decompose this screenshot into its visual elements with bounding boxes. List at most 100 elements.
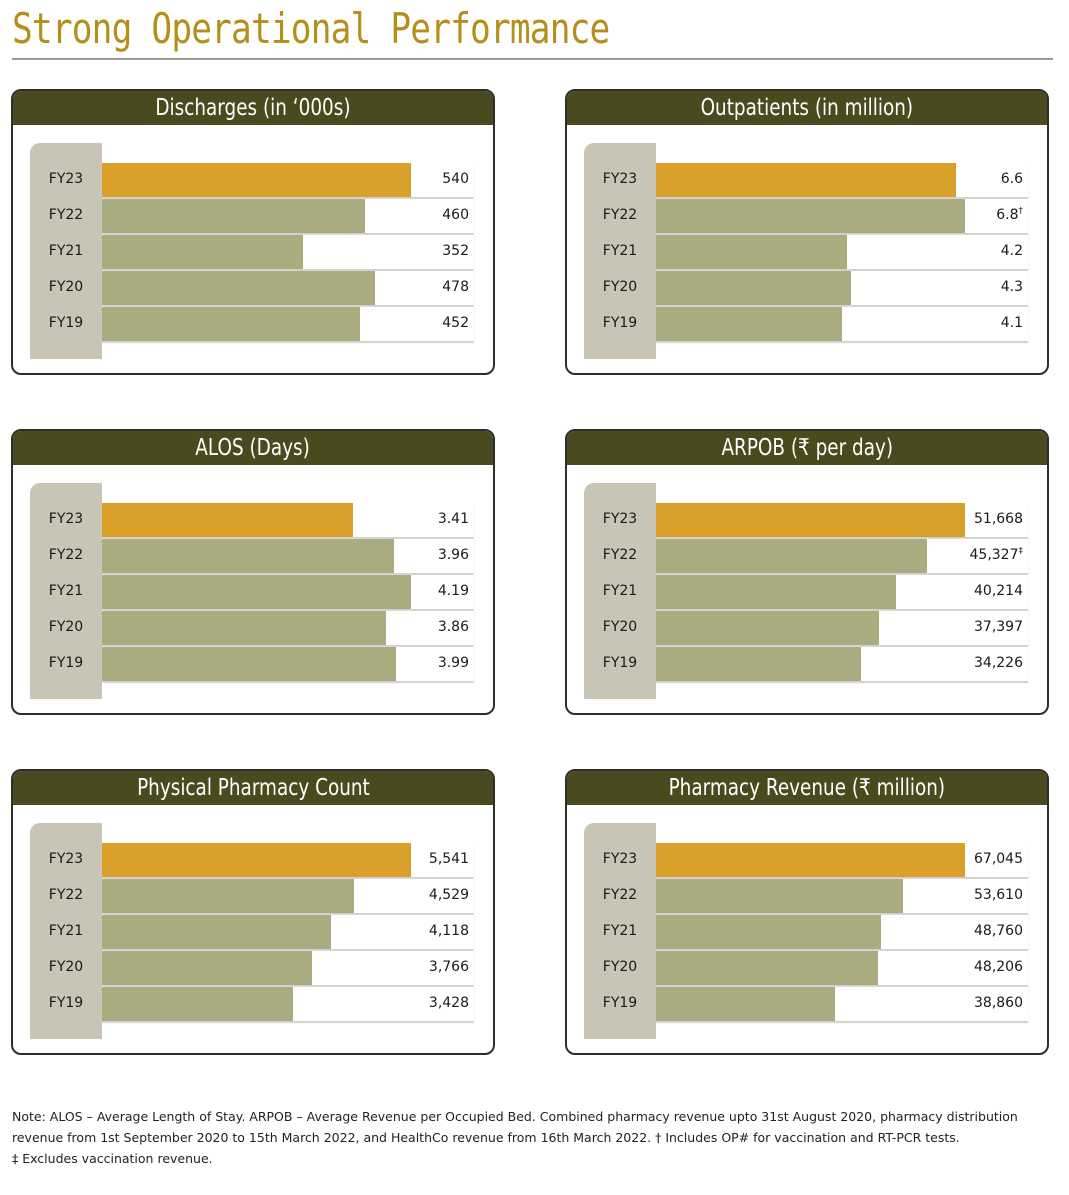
bar-track — [102, 951, 474, 985]
bar-track — [656, 163, 1028, 197]
bar-row: FY22 4,529 — [13, 877, 493, 913]
value-label: 3,428 — [428, 995, 469, 1011]
bar-row: FY23 51,668 — [567, 501, 1047, 537]
bar-track — [656, 539, 1028, 573]
bar — [102, 235, 303, 269]
category-label: FY22 — [48, 207, 84, 223]
value-label: 51,668 — [974, 511, 1023, 527]
chart-title: ALOS (Days) — [13, 431, 493, 465]
bar — [102, 915, 331, 949]
value-label: 6.6 — [1000, 171, 1023, 187]
bar-track — [656, 235, 1028, 269]
bar-row: FY19 452 — [13, 305, 493, 341]
bar — [656, 951, 878, 985]
category-label: FY22 — [602, 547, 638, 563]
year-label-column — [584, 483, 656, 699]
bar-row: FY21 352 — [13, 233, 493, 269]
value-label: 3.41 — [437, 511, 469, 527]
value-label: 460 — [442, 207, 469, 223]
chart-title: Physical Pharmacy Count — [13, 771, 493, 805]
category-label: FY20 — [602, 619, 638, 635]
value-label: 6.8† — [996, 206, 1023, 223]
category-label: FY23 — [48, 171, 84, 187]
value-label: 53,610 — [974, 887, 1023, 903]
value-label: 48,760 — [974, 923, 1023, 939]
chart-title-text: ARPOB (₹ per day) — [721, 435, 893, 461]
bar-track — [656, 843, 1028, 877]
bar — [102, 163, 411, 197]
bar-row: FY22 460 — [13, 197, 493, 233]
value-label: 34,226 — [974, 655, 1023, 671]
chart-panel: Pharmacy Revenue (₹ million) FY23 67,045 FY… — [565, 769, 1049, 1055]
category-label: FY23 — [48, 511, 84, 527]
bar — [102, 503, 353, 537]
bar-track — [102, 575, 474, 609]
bar-track — [656, 879, 1028, 913]
bar-row: FY20 48,206 — [567, 949, 1047, 985]
value-label: 540 — [442, 171, 469, 187]
bar — [656, 307, 842, 341]
chart-title: ARPOB (₹ per day) — [567, 431, 1047, 465]
bar-row: FY23 6.6 — [567, 161, 1047, 197]
bar — [656, 163, 956, 197]
chart-panel: ALOS (Days) FY23 3.41 FY22 3.96 FY21 4.19 FY20 3… — [11, 429, 495, 715]
category-label: FY23 — [602, 171, 638, 187]
footnote-line-1: Note: ALOS – Average Length of Stay. ARP… — [12, 1109, 1018, 1124]
bar-track — [102, 271, 474, 305]
bar-row: FY22 45,327‡ — [567, 537, 1047, 573]
bar-row: FY19 4.1 — [567, 305, 1047, 341]
bar — [656, 915, 881, 949]
category-label: FY20 — [48, 279, 84, 295]
bar — [102, 843, 411, 877]
bar-row: FY21 48,760 — [567, 913, 1047, 949]
category-label: FY23 — [602, 851, 638, 867]
value-label: 352 — [442, 243, 469, 259]
bar-track — [656, 951, 1028, 985]
category-label: FY21 — [48, 923, 84, 939]
bar-track — [656, 503, 1028, 537]
bar-row: FY21 4.19 — [13, 573, 493, 609]
category-label: FY21 — [48, 583, 84, 599]
year-label-column — [584, 823, 656, 1039]
chart-panel: Outpatients (in million) FY23 6.6 FY22 6.8† F… — [565, 89, 1049, 375]
chart-title-text: Pharmacy Revenue (₹ million) — [668, 775, 946, 801]
bar-row: FY19 3,428 — [13, 985, 493, 1021]
bar — [656, 539, 927, 573]
bar — [102, 539, 394, 573]
bar-row: FY23 5,541 — [13, 841, 493, 877]
bar-row: FY21 40,214 — [567, 573, 1047, 609]
category-label: FY21 — [602, 243, 638, 259]
footnote-mark: ‡ — [1018, 546, 1024, 557]
value-label: 478 — [442, 279, 469, 295]
category-label: FY19 — [48, 995, 84, 1011]
title-divider — [12, 58, 1053, 60]
bar — [102, 575, 411, 609]
bar-row: FY20 4.3 — [567, 269, 1047, 305]
bar-row: FY23 3.41 — [13, 501, 493, 537]
bar-row: FY23 67,045 — [567, 841, 1047, 877]
bar-track — [102, 915, 474, 949]
category-label: FY19 — [48, 655, 84, 671]
bar-row: FY21 4.2 — [567, 233, 1047, 269]
category-label: FY21 — [602, 923, 638, 939]
value-label: 5,541 — [428, 851, 469, 867]
value-label: 4.19 — [437, 583, 469, 599]
chart-title-text: ALOS (Days) — [195, 435, 311, 461]
category-label: FY22 — [602, 207, 638, 223]
year-label-column — [30, 823, 102, 1039]
bar-row: FY20 478 — [13, 269, 493, 305]
bar-track — [102, 843, 474, 877]
bar-row: FY20 3.86 — [13, 609, 493, 645]
value-label: 3.96 — [437, 547, 469, 563]
value-label: 38,860 — [974, 995, 1023, 1011]
value-label: 3,766 — [428, 959, 469, 975]
bar — [656, 503, 965, 537]
bar-row: FY22 53,610 — [567, 877, 1047, 913]
bar-row: FY19 3.99 — [13, 645, 493, 681]
category-label: FY20 — [48, 619, 84, 635]
value-label: 67,045 — [974, 851, 1023, 867]
bar-track — [102, 647, 474, 681]
bar — [102, 199, 365, 233]
bar-track — [656, 611, 1028, 645]
value-label: 452 — [442, 315, 469, 331]
